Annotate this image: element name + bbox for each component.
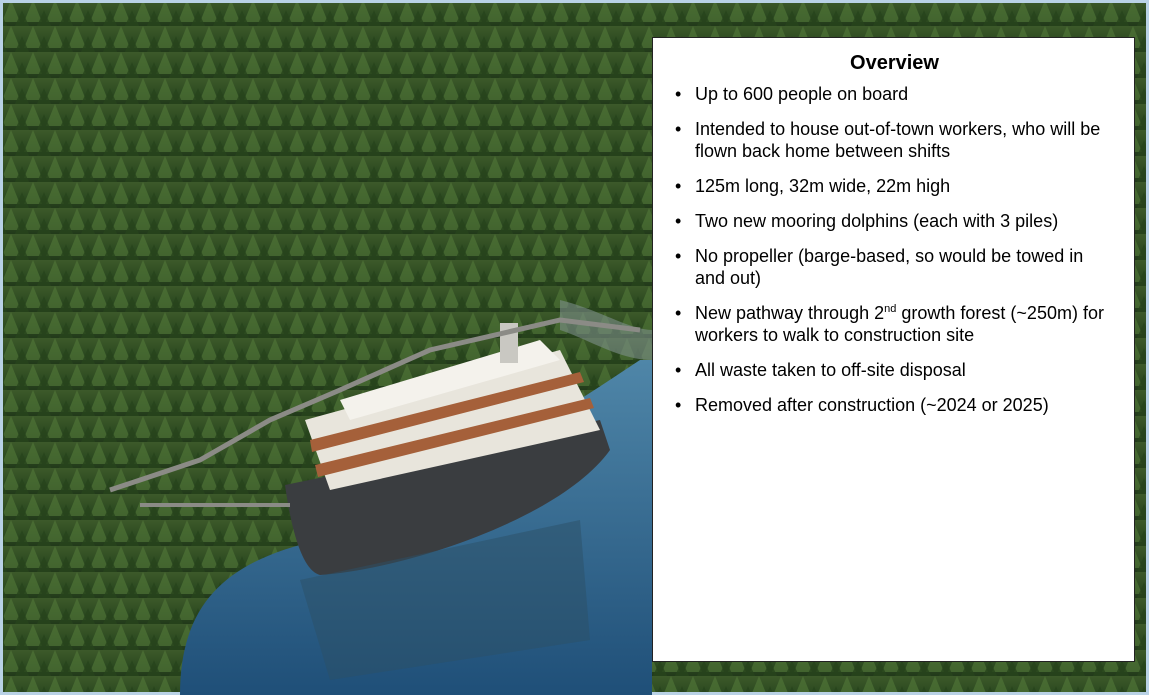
item-text: New pathway through 2 (695, 303, 884, 323)
overview-list: Up to 600 people on board Intended to ho… (671, 83, 1118, 416)
page: Overview Up to 600 people on board Inten… (0, 0, 1149, 695)
list-item: Two new mooring dolphins (each with 3 pi… (695, 210, 1118, 232)
superscript: nd (884, 303, 896, 315)
list-item: Up to 600 people on board (695, 83, 1118, 105)
overview-title: Overview (671, 52, 1118, 75)
list-item: 125m long, 32m wide, 22m high (695, 175, 1118, 197)
list-item: All waste taken to off-site disposal (695, 359, 1118, 381)
list-item: No propeller (barge-based, so would be t… (695, 245, 1118, 289)
overview-box: Overview Up to 600 people on board Inten… (652, 37, 1135, 662)
list-item: New pathway through 2nd growth forest (~… (695, 302, 1118, 346)
list-item: Removed after construction (~2024 or 202… (695, 394, 1118, 416)
list-item: Intended to house out-of-town workers, w… (695, 118, 1118, 162)
